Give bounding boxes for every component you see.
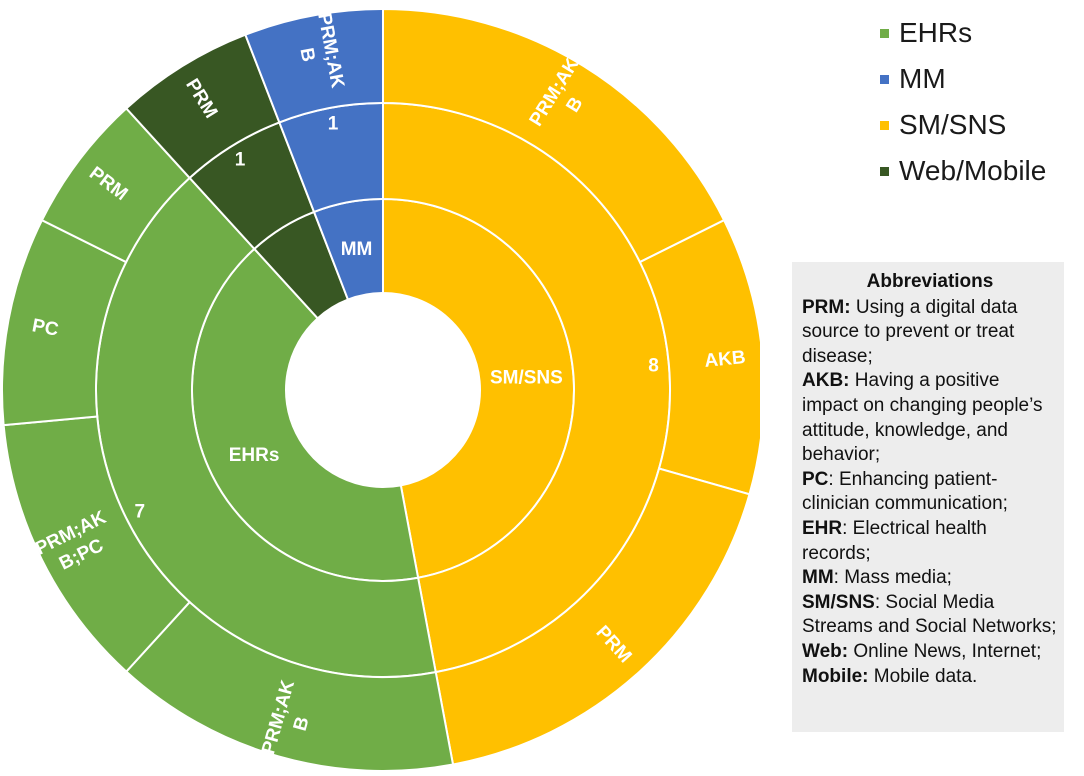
abbreviation-term: EHR xyxy=(802,517,843,539)
abbreviation-text: : Mass media; xyxy=(833,567,952,589)
legend-label-web-mobile: Web/Mobile xyxy=(899,155,1047,186)
legend-swatch-ehrs xyxy=(880,28,889,38)
middle-label-web-mobile-2: 1 xyxy=(235,150,246,171)
middle-ring xyxy=(95,101,671,678)
abbreviation-pc: PC: Enhancing patient-clinician communic… xyxy=(802,468,1058,517)
abbreviation-sm-sns: SM/SNS: Social Media Streams and Social … xyxy=(802,591,1058,640)
middle-label-sm-sns-0: 8 xyxy=(648,356,659,377)
abbreviation-prm: PRM: Using a digital data source to prev… xyxy=(802,296,1058,370)
abbreviation-text: Online News, Internet; xyxy=(848,640,1042,662)
abbreviation-term: Web: xyxy=(802,640,849,662)
abbreviations-box: Abbreviations PRM: Using a digital data … xyxy=(792,262,1064,732)
legend-item-mm: MM xyxy=(880,56,1046,102)
abbreviation-mobile: Mobile: Mobile data. xyxy=(802,665,1058,690)
outer-label-sm-sns-1: AKB xyxy=(704,347,747,372)
legend-swatch-mm xyxy=(880,74,889,84)
abbreviations-title: Abbreviations xyxy=(866,271,994,292)
abbreviation-text: : Social Media Streams and Social Networ… xyxy=(802,591,1057,638)
chart-legend: EHRs MM SM/SNS Web/Mobile xyxy=(880,10,1046,194)
abbreviation-text: : Electrical health records; xyxy=(802,517,987,564)
abbreviation-term: PRM: xyxy=(802,296,851,318)
abbreviation-term: PC xyxy=(802,468,829,490)
legend-swatch-web-mobile xyxy=(880,166,889,176)
abbreviation-text: Mobile data. xyxy=(868,665,978,687)
abbreviation-term: SM/SNS xyxy=(802,591,875,613)
inner-label-sm-sns-0: SM/SNS xyxy=(490,367,563,388)
abbreviation-web: Web: Online News, Internet; xyxy=(802,640,1058,665)
middle-label-mm-3: 1 xyxy=(328,114,339,135)
outer-ring xyxy=(1,7,760,772)
abbreviation-text: : Enhancing patient-clinician communicat… xyxy=(802,468,1008,515)
legend-item-ehrs: EHRs xyxy=(880,10,1046,56)
legend-swatch-sm-sns xyxy=(880,120,889,130)
legend-label-sm-sns: SM/SNS xyxy=(899,109,1007,140)
abbreviation-term: Mobile: xyxy=(802,665,869,687)
middle-label-ehrs-1: 7 xyxy=(135,502,146,523)
abbreviation-mm: MM: Mass media; xyxy=(802,566,1058,591)
abbreviation-akb: AKB: Having a positive impact on changin… xyxy=(802,369,1058,467)
legend-item-web-mobile: Web/Mobile xyxy=(880,148,1046,194)
abbreviation-text: Using a digital data source to prevent o… xyxy=(802,296,1018,367)
legend-label-mm: MM xyxy=(899,63,946,94)
abbreviation-text: Having a positive impact on changing peo… xyxy=(802,370,1043,466)
inner-label-mm-3: MM xyxy=(341,239,373,260)
legend-label-ehrs: EHRs xyxy=(899,17,973,48)
outer-label-ehrs-5: PC xyxy=(30,315,60,341)
abbreviation-term: MM xyxy=(802,567,834,589)
outer-segment-mm-8 xyxy=(244,7,384,124)
inner-label-ehrs-1: EHRs xyxy=(229,445,280,466)
abbreviation-ehr: EHR: Electrical health records; xyxy=(802,517,1058,566)
abbreviation-term: AKB: xyxy=(802,370,850,392)
inner-ring xyxy=(191,197,575,582)
legend-item-sm-sns: SM/SNS xyxy=(880,102,1046,148)
